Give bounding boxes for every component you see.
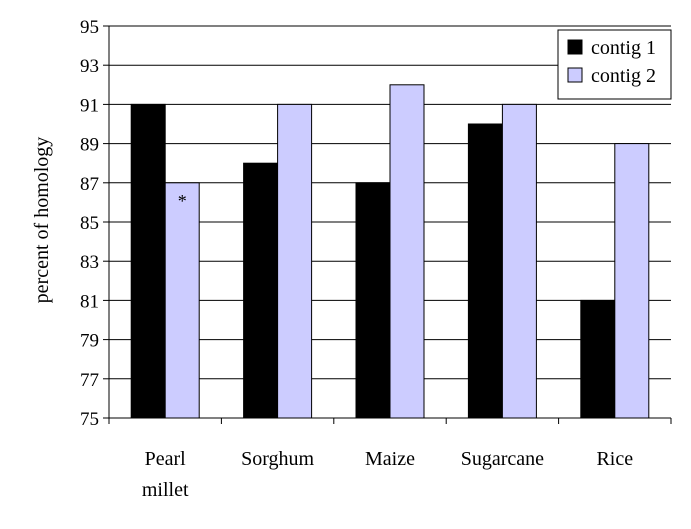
x-category-label: Pearl [145,448,187,470]
y-tick-label: 79 [80,331,99,352]
legend: contig 1 contig 2 [557,29,672,100]
legend-swatch [567,67,583,83]
bar [501,103,537,419]
y-tick-label: 75 [80,409,99,430]
bar [164,182,200,419]
bar [355,182,391,419]
y-tick-label: 87 [80,174,99,195]
bar [614,143,650,419]
y-tick-label: 77 [80,370,99,391]
bars [130,84,650,419]
bar [243,162,279,419]
bar-annotation: * [178,191,187,211]
axes [103,25,672,424]
x-category-label: millet [142,479,189,501]
y-tick-label: 95 [80,17,99,38]
bar [277,103,313,419]
y-tick-label: 83 [80,252,99,273]
bar [580,299,616,419]
x-category-label: Sugarcane [461,448,544,470]
y-tick-label: 89 [80,135,99,156]
y-axis-title: percent of homology [31,137,53,304]
legend-label: contig 1 [591,37,656,59]
bar [130,103,166,419]
legend-swatch [567,39,583,55]
y-tick-label: 91 [80,95,99,116]
bar [467,123,503,419]
x-category-label: Rice [596,448,633,470]
labels: 75 77 79 81 83 85 87 89 91 93 95 Pearl millet Sorghum… [80,17,633,501]
x-category-label: Maize [365,448,415,470]
legend-label: contig 2 [591,65,656,87]
y-tick-label: 85 [80,213,99,234]
x-category-label: Sorghum [241,448,314,470]
y-tick-label: 93 [80,56,99,77]
bar [389,84,425,419]
y-tick-label: 81 [80,291,99,312]
